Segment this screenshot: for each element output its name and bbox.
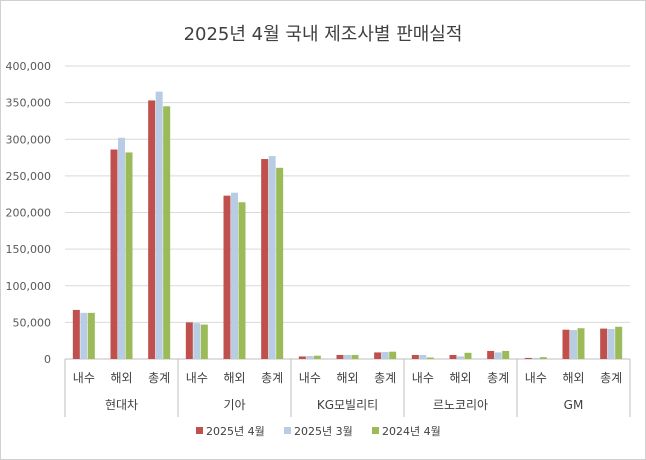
x-category-label: 내수	[299, 371, 321, 385]
x-group-label: 르노코리아	[433, 398, 488, 412]
x-group-label: GM	[564, 398, 584, 412]
bar	[374, 352, 382, 359]
x-category-label: 총계	[374, 371, 396, 385]
bar	[148, 100, 156, 360]
bar	[261, 159, 269, 359]
bar	[494, 352, 502, 359]
bar	[570, 330, 577, 359]
bar	[464, 352, 472, 359]
bar	[344, 354, 351, 359]
bar	[336, 354, 344, 359]
y-tick-label: 0	[44, 353, 51, 366]
bar	[155, 91, 163, 359]
y-tick-label: 150,000	[6, 243, 52, 256]
bar	[532, 357, 540, 359]
legend-swatch	[284, 427, 291, 434]
bar	[577, 328, 585, 359]
y-tick-label: 400,000	[6, 60, 52, 73]
legend-label: 2025년 4월	[206, 425, 265, 438]
legend-item: 2025년 3월	[284, 425, 353, 438]
bar	[268, 156, 276, 359]
x-category-label: 해외	[336, 371, 358, 385]
legend-item: 2025년 4월	[196, 425, 265, 438]
x-category-label: 해외	[223, 371, 245, 385]
bar	[524, 357, 532, 359]
x-category-label: 총계	[600, 371, 622, 385]
bar	[313, 355, 321, 359]
x-category-label: 해외	[449, 371, 471, 385]
bar	[487, 350, 495, 359]
bar	[80, 312, 88, 359]
bar	[193, 323, 201, 359]
bar	[600, 328, 608, 359]
bar	[238, 202, 246, 359]
bar	[298, 356, 306, 359]
y-tick-label: 100,000	[6, 280, 52, 293]
bar	[562, 329, 570, 359]
bar	[118, 137, 125, 359]
x-category-label: 총계	[148, 371, 170, 385]
x-category-label: 내수	[412, 371, 434, 385]
x-category-label: 내수	[73, 371, 95, 385]
bar	[163, 106, 171, 359]
x-category-label: 해외	[562, 371, 584, 385]
bar	[615, 326, 623, 359]
x-category-label: 총계	[261, 371, 283, 385]
x-group-label: KG모빌리티	[317, 398, 378, 412]
y-axis-ticks: 0 50,000 100,000 150,000 200,000 250,000 300,0…	[6, 60, 52, 366]
bar	[607, 328, 615, 359]
bar	[125, 152, 133, 359]
bar	[449, 354, 457, 359]
bar	[389, 351, 397, 359]
legend-label: 2024년 4월	[382, 425, 441, 438]
y-tick-label: 300,000	[6, 133, 52, 146]
x-group-label: 기아	[223, 398, 245, 412]
bar	[539, 357, 547, 359]
bar	[185, 322, 193, 359]
x-category-label: 내수	[525, 371, 547, 385]
bars	[72, 91, 623, 360]
bar	[351, 354, 359, 359]
bar	[200, 324, 208, 359]
bar	[306, 356, 314, 359]
y-tick-label: 200,000	[6, 207, 52, 220]
bar	[457, 356, 464, 359]
y-tick-label: 350,000	[6, 97, 52, 110]
x-group-label: 현대차	[105, 398, 138, 412]
bar	[419, 354, 427, 359]
chart-title: 2025년 4월 국내 제조사별 판매실적	[183, 24, 463, 45]
y-tick-label: 50,000	[13, 316, 52, 329]
bar	[72, 309, 80, 359]
legend-item: 2024년 4월	[372, 425, 441, 438]
x-category-label: 총계	[487, 371, 509, 385]
bar	[231, 192, 238, 359]
bar	[223, 195, 231, 359]
legend-label: 2025년 3월	[294, 425, 353, 438]
bar	[276, 167, 284, 359]
bar	[411, 354, 419, 359]
bar	[381, 352, 389, 359]
bar	[87, 312, 95, 359]
legend: 2025년 4월 2025년 3월 2024년 4월	[196, 425, 441, 438]
x-category-label: 해외	[110, 371, 132, 385]
legend-swatch	[372, 427, 379, 434]
bar	[502, 350, 510, 359]
legend-swatch	[196, 427, 203, 434]
y-tick-label: 250,000	[6, 170, 52, 183]
bar	[426, 357, 434, 359]
x-category-label: 내수	[186, 371, 208, 385]
bar	[110, 149, 118, 359]
